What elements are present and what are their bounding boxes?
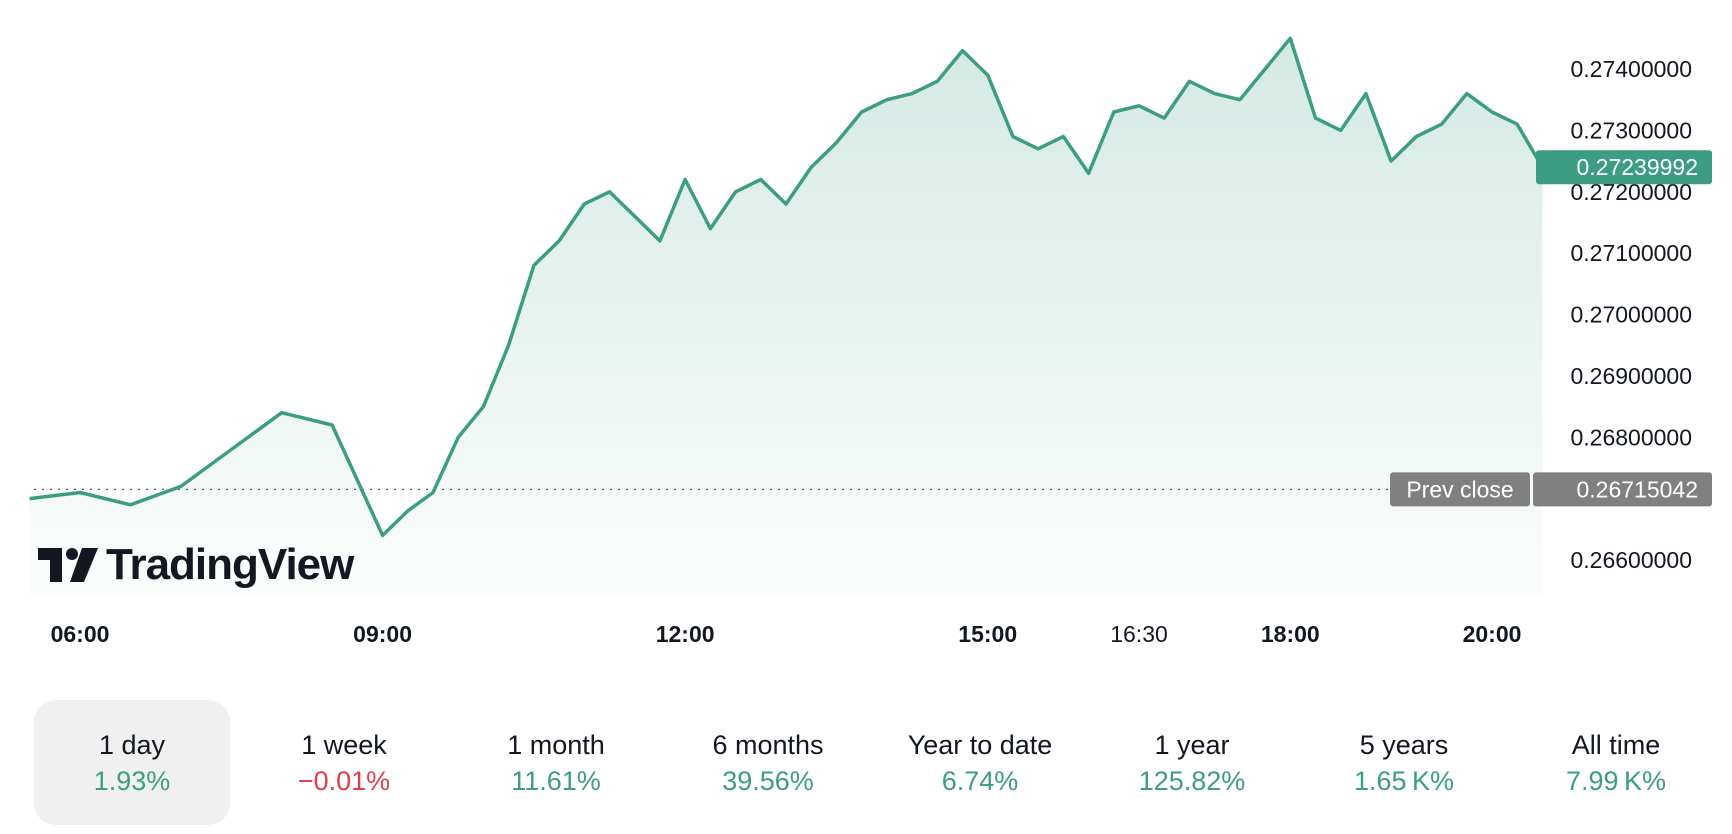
range-change-value: 1.93% (93, 765, 171, 796)
range-label: 5 years (1359, 729, 1449, 760)
x-tick-label: 16:30 (1110, 621, 1168, 647)
range-change-value: 7.99 K% (1566, 765, 1666, 796)
range-change-value: 11.61% (511, 765, 601, 796)
range-button-1-year[interactable]: 1 year 125.82% (1094, 700, 1290, 825)
price-area (29, 38, 1543, 597)
x-tick-label: 09:00 (353, 621, 412, 647)
range-change-value: 1.65 K% (1354, 765, 1454, 796)
x-axis: 06:00 09:00 12:00 15:00 16:30 18:00 20:00 (51, 621, 1522, 647)
range-label: 1 day (98, 729, 166, 760)
range-label: 1 year (1154, 729, 1230, 760)
range-change-value: 125.82% (1138, 765, 1246, 796)
range-button-1-month[interactable]: 1 month 11.61% (458, 700, 654, 825)
x-tick-label: 15:00 (958, 621, 1017, 647)
y-tick-label: 0.27000000 (1570, 302, 1692, 328)
price-series-line (29, 36, 1544, 538)
prev-close-value: 0.26715042 (1576, 476, 1698, 502)
range-label: All time (1571, 729, 1661, 760)
x-tick-label: 18:00 (1261, 621, 1320, 647)
prev-close-value-tag (1533, 472, 1712, 507)
range-label: 1 week (301, 729, 387, 760)
time-range-selector: 1 day 1.93% 1 week −0.01% 1 month 11.61% 6 mon… (34, 700, 1714, 825)
range-label: 6 months (712, 729, 824, 760)
range-change-value: 39.56% (722, 765, 814, 796)
current-price-tag (1536, 150, 1712, 185)
range-change-value: −0.01% (297, 765, 391, 796)
tradingview-logo-icon (38, 548, 98, 582)
range-button-1-week[interactable]: 1 week −0.01% (246, 700, 442, 825)
tradingview-logo-text: TradingView (106, 540, 354, 589)
range-button-5-years[interactable]: 5 years 1.65 K% (1306, 700, 1502, 825)
y-tick-label: 0.26900000 (1570, 363, 1692, 389)
y-tick-label: 0.26600000 (1570, 547, 1692, 573)
prev-close-label-tag (1390, 472, 1530, 507)
range-button-year-to-date[interactable]: Year to date 6.74% (882, 700, 1078, 825)
current-price-value: 0.27239992 (1576, 154, 1698, 180)
y-tick-label: 0.26800000 (1570, 424, 1692, 450)
x-tick-label: 06:00 (51, 621, 110, 647)
prev-close-label: Prev close (1406, 476, 1513, 502)
price-area-fill (29, 38, 1543, 597)
y-tick-label: 0.27100000 (1570, 240, 1692, 266)
y-tick-label: 0.27300000 (1570, 117, 1692, 143)
x-tick-label: 12:00 (656, 621, 715, 647)
price-chart[interactable]: 0.274000000.273000000.272000000.27100000… (0, 0, 1732, 680)
range-change-value: 6.74% (941, 765, 1019, 796)
range-label: 1 month (507, 729, 605, 760)
x-tick-label: 20:00 (1463, 621, 1522, 647)
range-label: Year to date (907, 729, 1053, 760)
price-tags: 0.27239992 Prev close 0.26715042 (1390, 150, 1712, 507)
y-tick-label: 0.27400000 (1570, 56, 1692, 82)
range-button-all-time[interactable]: All time 7.99 K% (1518, 700, 1714, 825)
range-button-1-day[interactable]: 1 day 1.93% (34, 700, 230, 825)
tradingview-logo: TradingView (38, 540, 354, 590)
range-button-6-months[interactable]: 6 months 39.56% (670, 700, 866, 825)
